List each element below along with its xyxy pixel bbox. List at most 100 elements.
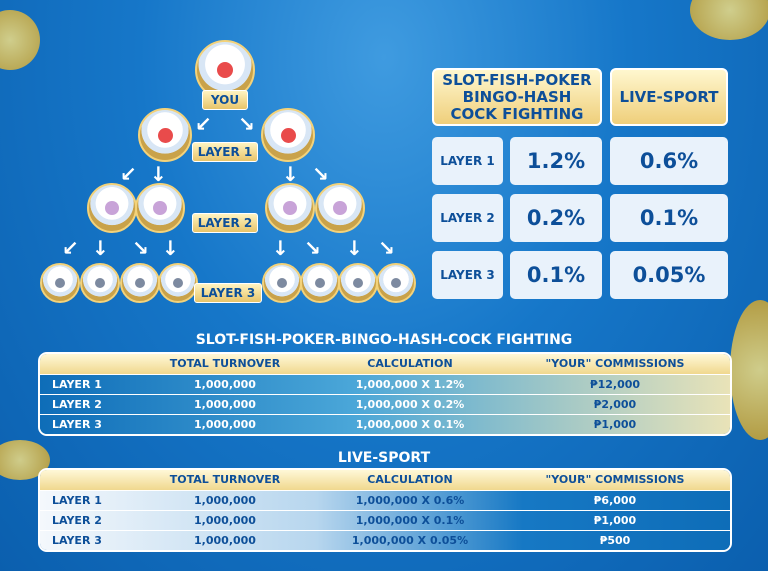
- table-cell: 1,000,000: [194, 418, 256, 431]
- mascot-icon: [280, 127, 296, 143]
- table-cell: ₱12,000: [589, 378, 641, 391]
- table-cell: LAYER 2: [52, 514, 102, 527]
- table-row: LAYER 3 1,000,000 1,000,000 X 0.1% ₱1,000: [40, 414, 730, 434]
- mascot-icon: [134, 277, 146, 289]
- table-row: LAYER 3 1,000,000 1,000,000 X 0.05% ₱500: [40, 530, 730, 550]
- column-header: "YOUR" COMMISSIONS: [545, 473, 685, 486]
- rate-live-value: 0.6%: [610, 137, 728, 185]
- mascot-icon: [314, 277, 326, 289]
- table-row: LAYER 2 1,000,000 1,000,000 X 0.2% ₱2,000: [40, 394, 730, 414]
- rate-slot-value: 1.2%: [510, 137, 602, 185]
- mascot-icon: [94, 277, 106, 289]
- live-table-title: LIVE-SPORT: [337, 450, 431, 466]
- table-header: TOTAL TURNOVER CALCULATION "YOUR" COMMISSI…: [40, 470, 730, 490]
- arrow-icon: ↓: [92, 236, 109, 260]
- table-cell: 1,000,000: [194, 378, 256, 391]
- arrow-icon: ↓: [272, 236, 289, 260]
- mascot-avatar-layer1: [261, 108, 315, 162]
- table-row: LAYER 2 1,000,000 1,000,000 X 0.1% ₱1,000: [40, 510, 730, 530]
- table-cell: 1,000,000 X 0.2%: [355, 398, 465, 411]
- table-cell: LAYER 1: [52, 378, 102, 391]
- table-cell: 1,000,000 X 0.1%: [355, 418, 465, 431]
- slot-commission-table: TOTAL TURNOVER CALCULATION "YOUR" COMMISSI…: [38, 352, 732, 436]
- mascot-icon: [352, 277, 364, 289]
- table-cell: 1,000,000 X 0.1%: [355, 514, 465, 527]
- table-cell: ₱6,000: [593, 494, 637, 507]
- table-cell: 1,000,000 X 0.05%: [351, 534, 469, 547]
- layer2-label: LAYER 2: [192, 213, 258, 233]
- mascot-icon: [105, 201, 119, 215]
- rate-layer-label: LAYER 2: [432, 194, 503, 242]
- rate-slot-value: 0.1%: [510, 251, 602, 299]
- mascot-avatar-layer3: [300, 263, 340, 303]
- table-cell: 1,000,000: [194, 514, 256, 527]
- mascot-avatar-layer2: [315, 183, 365, 233]
- mascot-icon: [157, 127, 173, 143]
- column-header: TOTAL TURNOVER: [169, 357, 281, 370]
- rate-live-value: 0.1%: [610, 194, 728, 242]
- table-cell: ₱1,000: [593, 418, 637, 431]
- table-cell: ₱1,000: [593, 514, 637, 527]
- rate-layer-label: LAYER 3: [432, 251, 503, 299]
- mascot-avatar-layer3: [338, 263, 378, 303]
- mascot-icon: [333, 201, 347, 215]
- gold-coin-decoration: [690, 0, 768, 40]
- mascot-avatar-layer3: [158, 263, 198, 303]
- table-cell: 1,000,000 X 1.2%: [355, 378, 465, 391]
- mascot-avatar-layer3: [80, 263, 120, 303]
- table-cell: 1,000,000: [194, 494, 256, 507]
- table-row: LAYER 1 1,000,000 1,000,000 X 1.2% ₱12,000: [40, 374, 730, 394]
- table-cell: LAYER 3: [52, 534, 102, 547]
- column-header: "YOUR" COMMISSIONS: [545, 357, 685, 370]
- table-cell: ₱500: [599, 534, 631, 547]
- arrow-icon: ↙: [195, 112, 212, 136]
- mascot-avatar-layer1: [138, 108, 192, 162]
- arrow-icon: ↘: [378, 236, 395, 260]
- mascot-icon: [54, 277, 66, 289]
- mascot-icon: [390, 277, 402, 289]
- arrow-icon: ↓: [282, 162, 299, 186]
- mascot-avatar-layer2: [87, 183, 137, 233]
- rate-header-live: LIVE-SPORT: [610, 68, 728, 126]
- mascot-avatar-layer3: [120, 263, 160, 303]
- layer3-label: LAYER 3: [194, 283, 262, 303]
- live-commission-table: TOTAL TURNOVER CALCULATION "YOUR" COMMISSI…: [38, 468, 732, 552]
- mascot-avatar-layer2: [135, 183, 185, 233]
- arrow-icon: ↓: [346, 236, 363, 260]
- arrow-icon: ↓: [162, 236, 179, 260]
- arrow-icon: ↓: [150, 162, 167, 186]
- arrow-icon: ↘: [304, 236, 321, 260]
- mascot-icon: [276, 277, 288, 289]
- table-cell: LAYER 2: [52, 398, 102, 411]
- arrow-icon: ↘: [238, 112, 255, 136]
- arrow-icon: ↘: [312, 162, 329, 186]
- mascot-icon: [216, 61, 234, 79]
- table-row: LAYER 1 1,000,000 1,000,000 X 0.6% ₱6,000: [40, 490, 730, 510]
- table-cell: LAYER 1: [52, 494, 102, 507]
- slot-table-title: SLOT-FISH-POKER-BINGO-HASH-COCK FIGHTING: [195, 332, 573, 348]
- gold-coin-decoration: [730, 300, 768, 440]
- mascot-avatar-layer3: [376, 263, 416, 303]
- column-header: CALCULATION: [367, 357, 453, 370]
- rate-layer-label: LAYER 1: [432, 137, 503, 185]
- table-cell: ₱2,000: [593, 398, 637, 411]
- table-cell: 1,000,000 X 0.6%: [355, 494, 465, 507]
- mascot-icon: [153, 201, 167, 215]
- mascot-avatar-layer3: [40, 263, 80, 303]
- table-cell: 1,000,000: [194, 398, 256, 411]
- rate-header-slot: SLOT-FISH-POKER BINGO-HASH COCK FIGHTING: [432, 68, 602, 126]
- table-header: TOTAL TURNOVER CALCULATION "YOUR" COMMISSI…: [40, 354, 730, 374]
- rate-live-value: 0.05%: [610, 251, 728, 299]
- rate-slot-value: 0.2%: [510, 194, 602, 242]
- table-cell: LAYER 3: [52, 418, 102, 431]
- mascot-avatar-layer3: [262, 263, 302, 303]
- arrow-icon: ↘: [132, 236, 149, 260]
- mascot-icon: [283, 201, 297, 215]
- gold-coin-decoration: [0, 10, 40, 70]
- arrow-icon: ↙: [120, 162, 137, 186]
- column-header: TOTAL TURNOVER: [169, 473, 281, 486]
- you-label: YOU: [202, 90, 248, 110]
- column-header: CALCULATION: [367, 473, 453, 486]
- mascot-avatar-layer2: [265, 183, 315, 233]
- mascot-icon: [172, 277, 184, 289]
